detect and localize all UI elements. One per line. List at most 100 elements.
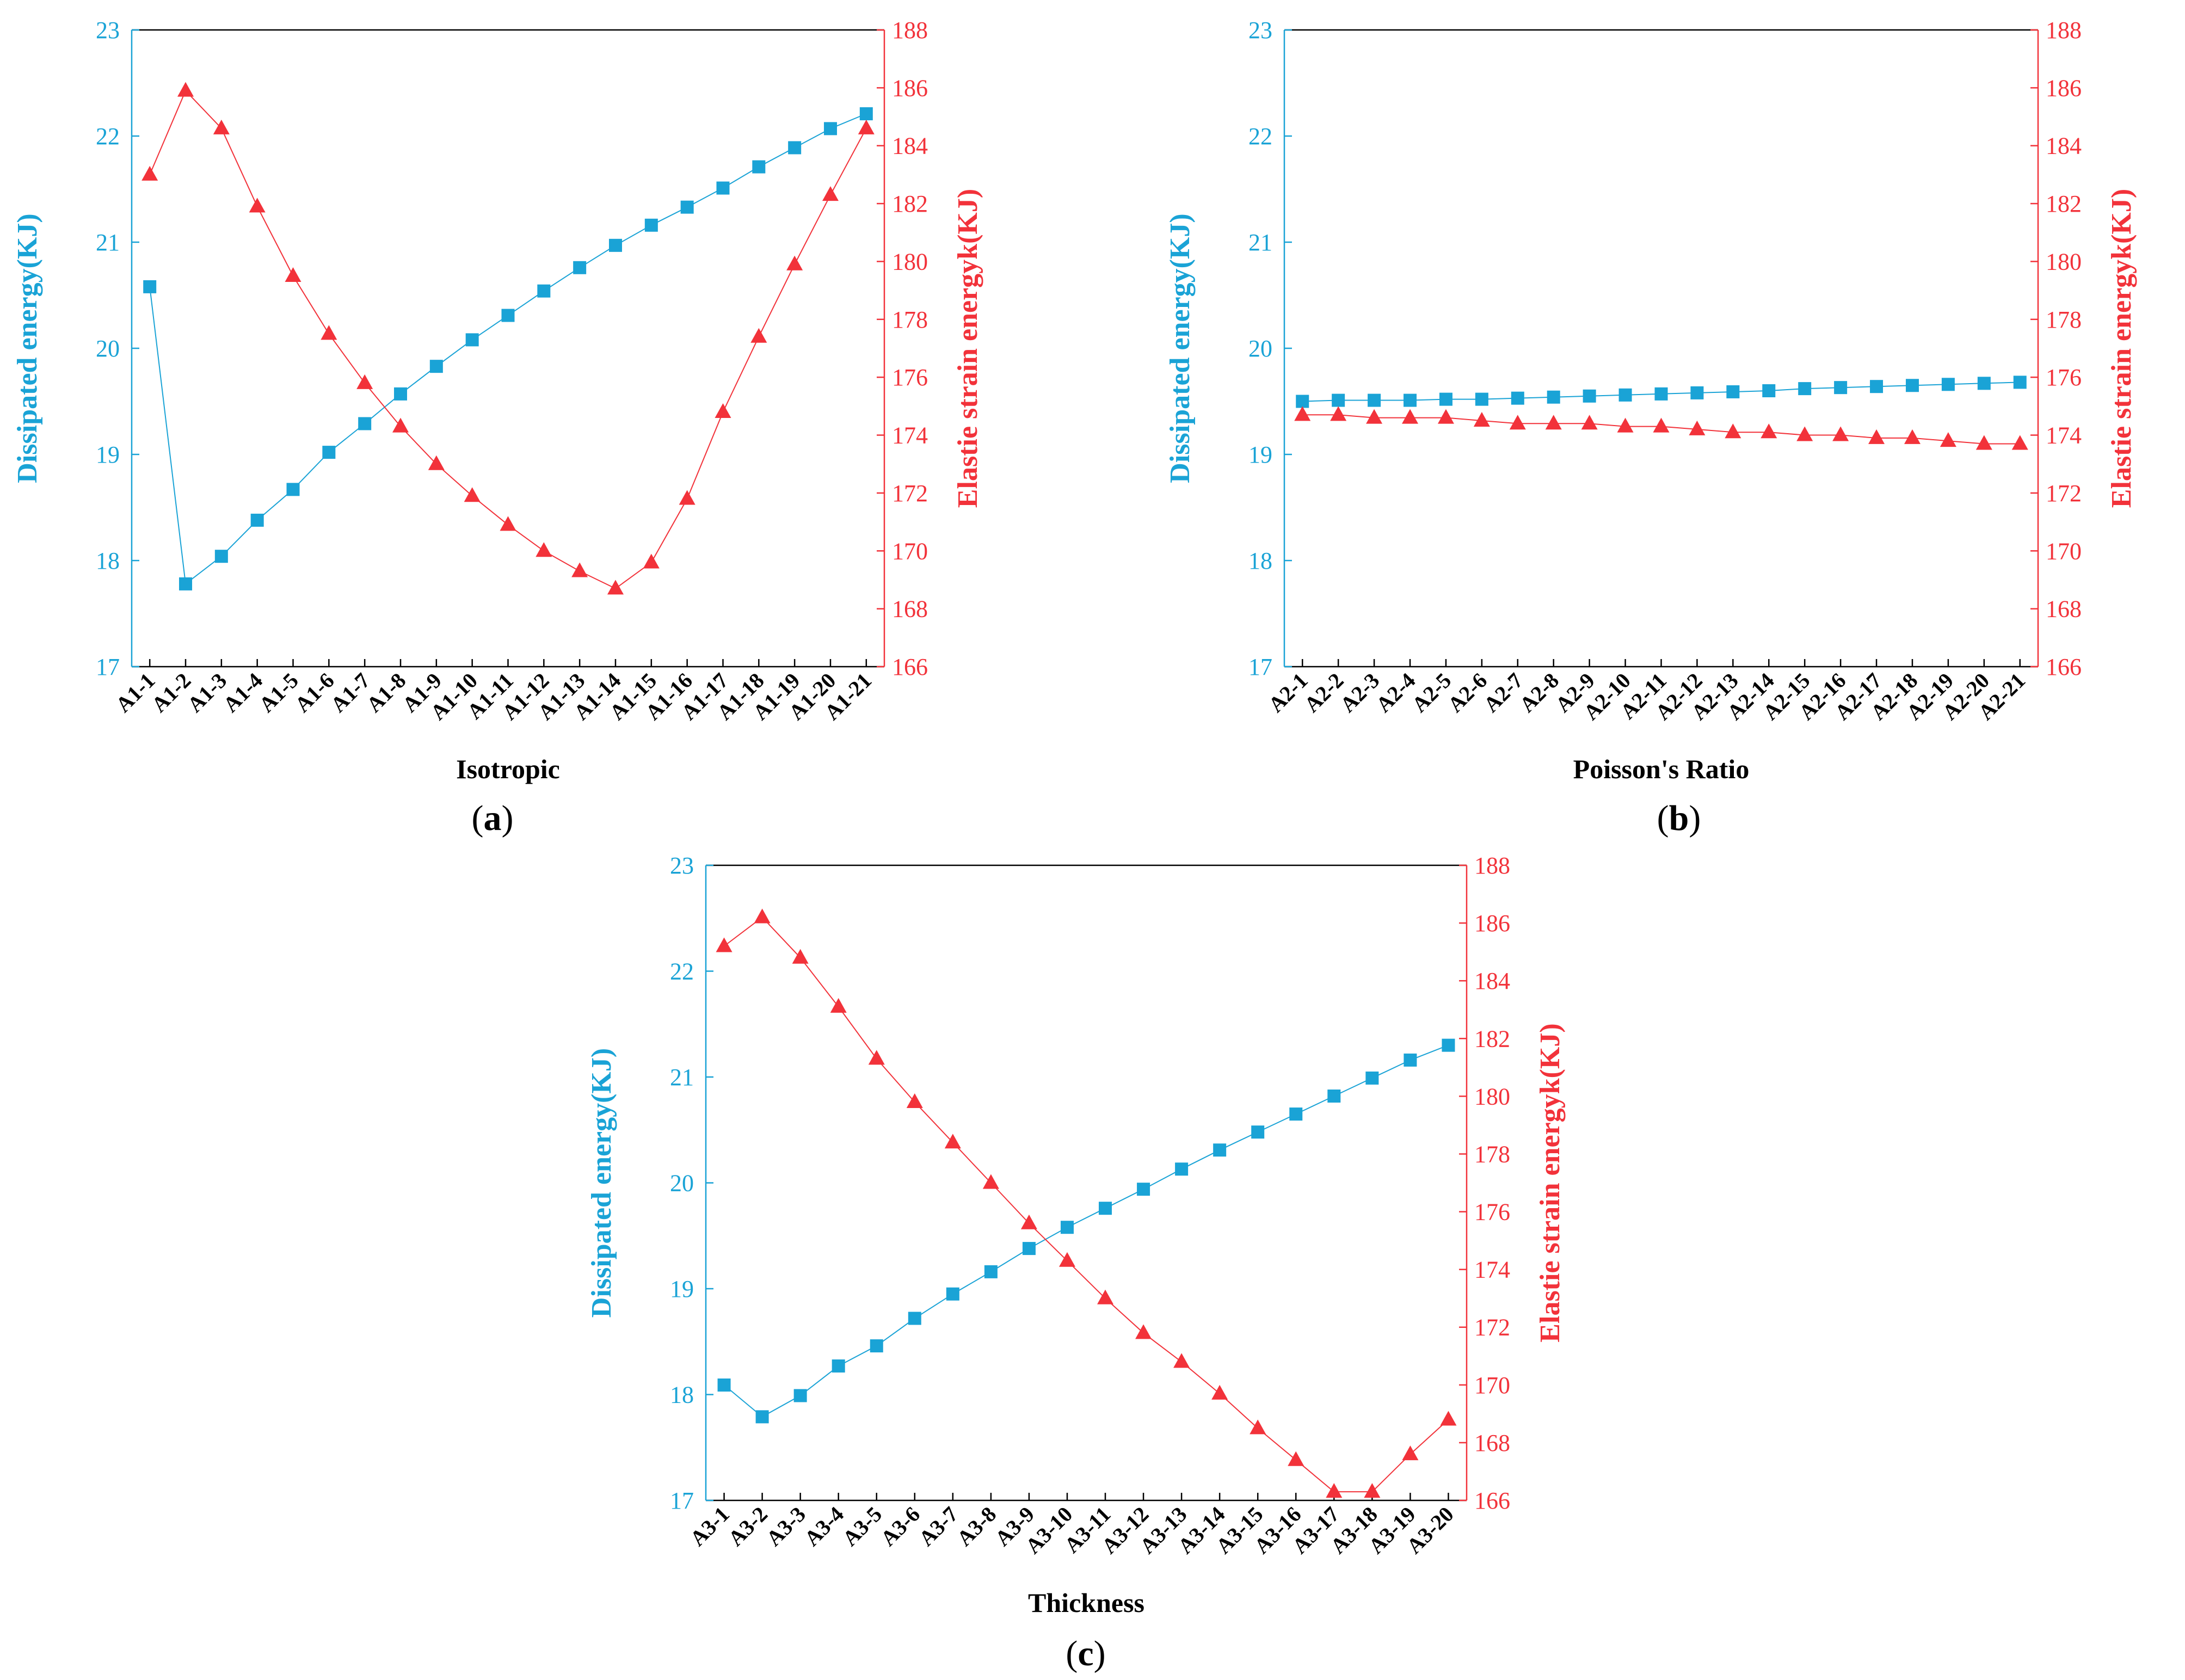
dissipated-energy-point <box>1618 388 1632 402</box>
left-y-tick-label: 20 <box>670 1170 694 1197</box>
elastic-strain-energy-point <box>1364 1483 1381 1498</box>
left-y-tick-label: 19 <box>96 441 120 468</box>
elastic-strain-energy-point <box>213 119 230 134</box>
right-y-tick-label: 178 <box>2046 306 2082 333</box>
dissipated-energy-point <box>1404 393 1417 407</box>
right-y-tick-label: 182 <box>2046 190 2082 217</box>
elastic-strain-energy-point <box>858 119 875 134</box>
left-y-tick-label: 17 <box>96 654 120 680</box>
right-y-tick-label: 182 <box>892 190 928 217</box>
dissipated-energy-point <box>908 1312 921 1325</box>
panel-caption: (c) <box>1066 1634 1105 1673</box>
right-y-tick-label: 174 <box>1474 1257 1510 1283</box>
right-y-tick-label: 178 <box>892 306 928 333</box>
right-axis-title: Elastie strain energyk(KJ) <box>2106 189 2137 508</box>
elastic-strain-energy-point <box>1975 435 1992 450</box>
right-y-tick-label: 174 <box>892 422 928 449</box>
elastic-strain-energy-point <box>792 949 809 964</box>
elastic-strain-energy-point <box>716 937 733 952</box>
dissipated-energy-point <box>1439 392 1452 406</box>
dissipated-energy-point <box>1762 384 1776 397</box>
elastic-strain-energy-point <box>1402 1445 1419 1461</box>
right-y-tick-label: 184 <box>892 133 928 159</box>
elastic-strain-energy-point <box>392 417 409 433</box>
right-y-tick-label: 178 <box>1474 1141 1510 1167</box>
dissipated-energy-point <box>984 1265 998 1278</box>
right-y-tick-label: 188 <box>892 17 928 44</box>
dissipated-energy-point <box>573 261 587 274</box>
left-y-tick-label: 20 <box>1248 335 1272 362</box>
elastic-strain-energy-point <box>571 562 588 577</box>
left-axis-title: Dissipated energy(KJ) <box>586 1048 617 1318</box>
left-y-tick-label: 21 <box>670 1064 694 1091</box>
right-axis-title: Elastie strain energyk(KJ) <box>952 189 983 508</box>
elastic-strain-energy-point <box>944 1134 961 1149</box>
elastic-strain-energy-point <box>1288 1451 1304 1466</box>
right-y-tick-label: 180 <box>1474 1083 1510 1110</box>
right-y-tick-label: 172 <box>1474 1314 1510 1341</box>
x-tick-label: A2-7 <box>1479 668 1528 717</box>
dissipated-energy-point <box>250 513 264 527</box>
right-y-tick-label: 170 <box>892 538 928 564</box>
x-tick-label: A3-6 <box>876 1502 925 1551</box>
elastic-strain-energy-point <box>1402 409 1419 424</box>
elastic-strain-energy-point <box>1135 1324 1152 1339</box>
elastic-strain-energy-point <box>643 553 660 569</box>
x-tick-label: A2-2 <box>1300 668 1349 717</box>
right-axis-title: Elastie strain energyk(KJ) <box>1535 1023 1566 1342</box>
dissipated-energy-point <box>537 284 551 298</box>
x-tick-label: A1-8 <box>361 668 410 717</box>
dissipated-energy-point <box>179 577 193 590</box>
dissipated-energy-point <box>1022 1242 1036 1256</box>
dissipated-energy-point <box>823 122 837 136</box>
dissipated-energy-point <box>644 218 658 232</box>
left-y-tick-label: 23 <box>670 852 694 879</box>
elastic-strain-energy-point <box>906 1093 923 1108</box>
elastic-strain-energy-point <box>177 82 194 97</box>
x-tick-label: A2-5 <box>1407 668 1456 717</box>
right-y-tick-label: 184 <box>1474 968 1510 994</box>
dissipated-energy-point <box>1060 1221 1074 1234</box>
dissipated-energy-point <box>1870 380 1884 393</box>
dissipated-energy-point <box>1726 385 1740 398</box>
dissipated-energy-point <box>1511 391 1524 405</box>
x-tick-label: A2-3 <box>1335 668 1384 717</box>
dissipated-energy-point <box>1296 395 1309 408</box>
dissipated-energy-point <box>465 333 479 347</box>
left-y-tick-label: 23 <box>1248 17 1272 44</box>
elastic-strain-energy-point <box>500 516 516 531</box>
right-y-tick-label: 186 <box>2046 75 2082 101</box>
dissipated-energy-point <box>1547 390 1560 404</box>
left-y-tick-label: 22 <box>670 958 694 985</box>
dissipated-energy-point <box>946 1287 959 1301</box>
x-tick-label: A1-6 <box>290 668 339 717</box>
left-y-tick-label: 17 <box>1248 654 1272 680</box>
elastic-strain-energy-line <box>723 916 1449 1493</box>
dissipated-energy-point <box>752 160 766 174</box>
dissipated-energy-point <box>717 1378 731 1392</box>
dissipated-energy-line <box>149 113 867 585</box>
elastic-strain-energy-point <box>982 1174 999 1189</box>
x-tick-label: A1-2 <box>146 668 195 717</box>
x-tick-label: A3-7 <box>914 1502 963 1551</box>
right-y-tick-label: 168 <box>2046 596 2082 623</box>
left-y-tick-label: 19 <box>1248 441 1272 468</box>
x-tick-label: A2-4 <box>1371 668 1420 717</box>
dissipated-energy-point <box>2013 376 2027 389</box>
dissipated-energy-point <box>286 483 300 496</box>
dissipated-energy-point <box>394 387 408 401</box>
right-y-tick-label: 166 <box>892 654 928 680</box>
dissipated-energy-point <box>859 107 873 121</box>
dissipated-energy-point <box>788 141 802 155</box>
x-tick-label: A1-4 <box>218 668 267 717</box>
dissipated-energy-point <box>322 446 336 459</box>
x-tick-label: A3-4 <box>799 1502 848 1551</box>
elastic-strain-energy-point <box>1440 1411 1457 1426</box>
dissipated-energy-point <box>870 1339 883 1353</box>
x-axis-title: Thickness <box>1028 1587 1144 1618</box>
dissipated-energy-point <box>1175 1162 1189 1176</box>
dissipated-energy-point <box>1583 389 1596 403</box>
dissipated-energy-point <box>1332 393 1345 407</box>
dissipated-energy-point <box>358 417 372 430</box>
elastic-strain-energy-point <box>1689 420 1706 435</box>
